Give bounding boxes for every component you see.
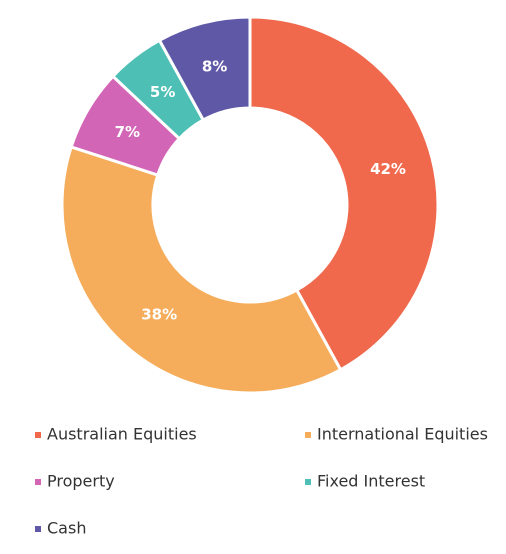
donut-segment (60, 145, 343, 395)
value-label: 42% (370, 160, 406, 178)
donut-segment (248, 15, 440, 372)
legend-label: International Equities (317, 425, 488, 444)
value-label: 38% (141, 305, 177, 323)
legend-label: Property (47, 472, 115, 491)
value-label: 7% (115, 123, 140, 141)
legend-marker (35, 479, 41, 485)
donut-segment (157, 15, 252, 123)
legend-marker (305, 432, 311, 438)
legend-marker (35, 432, 41, 438)
legend-marker (35, 526, 41, 532)
value-label: 5% (150, 83, 175, 101)
legend-label: Fixed Interest (317, 472, 425, 491)
legend-marker (305, 479, 311, 485)
legend-label: Cash (47, 519, 86, 538)
legend-label: Australian Equities (47, 425, 197, 444)
value-label: 8% (202, 57, 227, 75)
